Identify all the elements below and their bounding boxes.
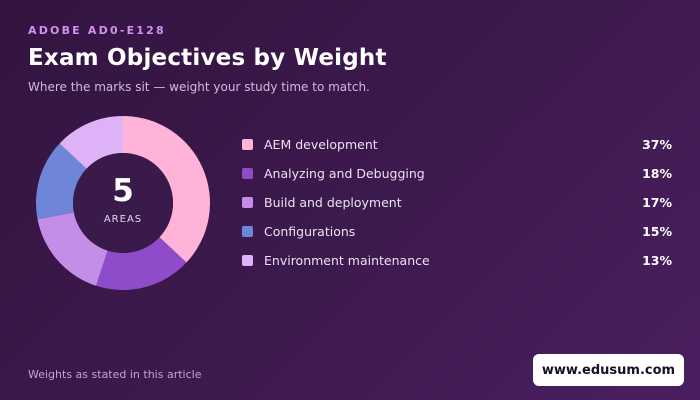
donut-center-count: 5 bbox=[112, 173, 134, 209]
donut-chart bbox=[36, 116, 210, 290]
chart-legend: AEM development 37% Analyzing and Debuggin… bbox=[242, 134, 672, 279]
legend-value: 15% bbox=[642, 224, 672, 239]
legend-item: Configurations 15% bbox=[242, 221, 672, 250]
legend-item: Build and deployment 17% bbox=[242, 192, 672, 221]
donut-center-label: AREAS bbox=[103, 214, 143, 225]
legend-value: 17% bbox=[642, 195, 672, 210]
legend-swatch bbox=[242, 255, 253, 266]
donut-slice-4 bbox=[36, 143, 87, 220]
legend-item: Environment maintenance 13% bbox=[242, 250, 672, 279]
legend-swatch bbox=[242, 168, 253, 179]
legend-item: Analyzing and Debugging 18% bbox=[242, 163, 672, 192]
exam-code-eyebrow: ADOBE AD0-E128 bbox=[28, 24, 166, 37]
donut-slice-1 bbox=[123, 116, 210, 263]
legend-label: Analyzing and Debugging bbox=[264, 166, 425, 181]
source-footnote: Weights as stated in this article bbox=[28, 368, 202, 381]
legend-label: AEM development bbox=[264, 137, 378, 152]
legend-swatch bbox=[242, 139, 253, 150]
donut-slice-5 bbox=[59, 116, 123, 169]
legend-value: 37% bbox=[642, 137, 672, 152]
legend-label: Environment maintenance bbox=[264, 253, 430, 268]
legend-label: Configurations bbox=[264, 224, 356, 239]
legend-item: AEM development 37% bbox=[242, 134, 672, 163]
donut-slice-3 bbox=[37, 212, 108, 286]
donut-hole bbox=[73, 153, 173, 253]
donut-slice-2 bbox=[96, 237, 187, 290]
legend-value: 18% bbox=[642, 166, 672, 181]
legend-label: Build and deployment bbox=[264, 195, 402, 210]
chart-title: Exam Objectives by Weight bbox=[28, 45, 387, 71]
legend-value: 13% bbox=[642, 253, 672, 268]
website-badge: www.edusum.com bbox=[533, 354, 684, 386]
legend-swatch bbox=[242, 197, 253, 208]
legend-swatch bbox=[242, 226, 253, 237]
chart-subtitle: Where the marks sit — weight your study … bbox=[28, 80, 370, 94]
